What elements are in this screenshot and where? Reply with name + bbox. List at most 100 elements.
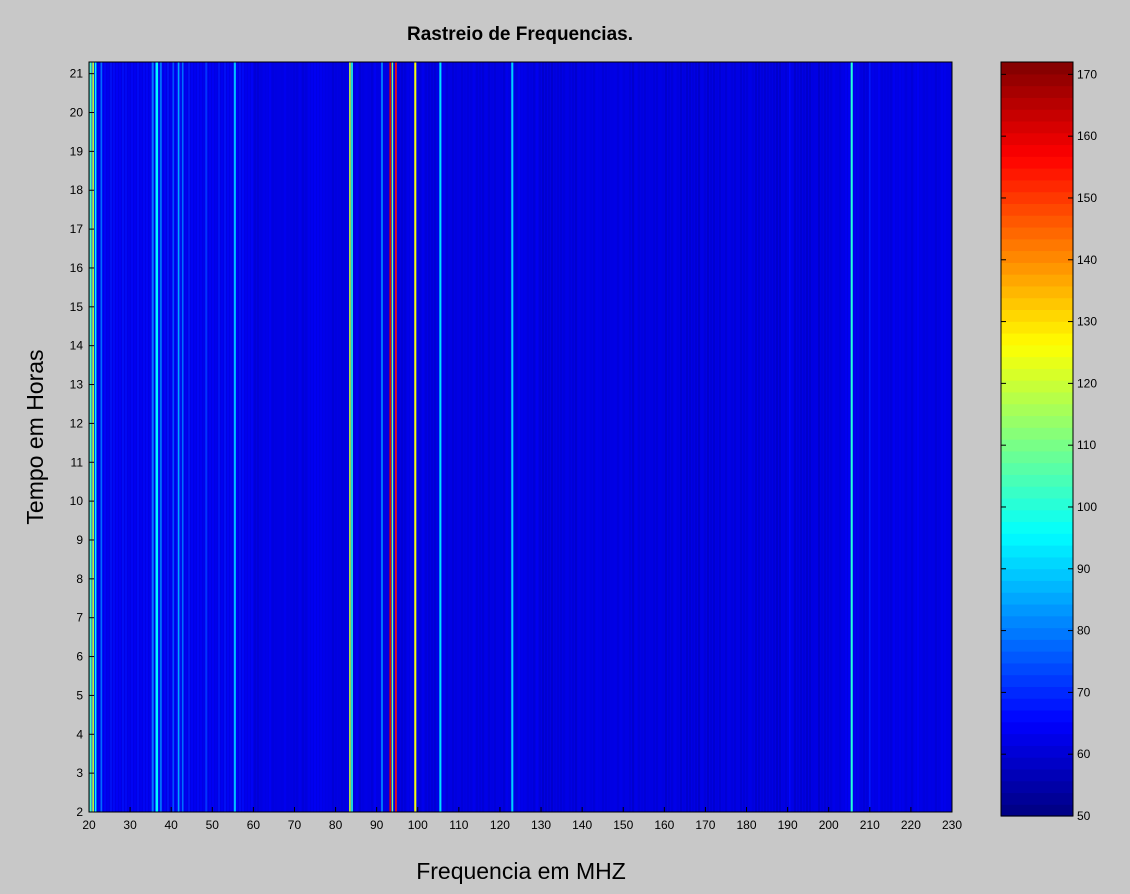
heatmap-texture-column bbox=[884, 62, 886, 812]
heatmap-texture-column bbox=[116, 62, 118, 812]
y-tick-label: 5 bbox=[76, 688, 83, 702]
heatmap-texture-column bbox=[836, 62, 838, 812]
colorbar-step bbox=[1001, 474, 1073, 487]
heatmap-texture-column bbox=[404, 62, 406, 812]
heatmap-texture-column bbox=[758, 62, 760, 812]
colorbar-tick-label: 50 bbox=[1077, 809, 1091, 823]
colorbar-step bbox=[1001, 391, 1073, 405]
heatmap-texture-column bbox=[119, 62, 121, 812]
heatmap-texture-column bbox=[194, 62, 196, 812]
colorbar-step bbox=[1001, 603, 1073, 617]
heatmap-texture-column bbox=[551, 62, 553, 812]
heatmap-texture-column bbox=[671, 62, 673, 812]
y-tick-label: 12 bbox=[70, 416, 84, 430]
heatmap-texture-column bbox=[299, 62, 301, 812]
colorbar-step bbox=[1001, 344, 1073, 358]
heatmap-texture-column bbox=[944, 62, 946, 812]
heatmap-texture-column bbox=[146, 62, 148, 812]
colorbar-step bbox=[1001, 674, 1073, 688]
heatmap-texture-column bbox=[581, 62, 583, 812]
heatmap-texture-column bbox=[722, 62, 724, 812]
heatmap-texture-column bbox=[779, 62, 781, 812]
colorbar-step bbox=[1001, 768, 1073, 782]
heatmap-texture-column bbox=[437, 62, 439, 812]
heatmap-texture-column bbox=[893, 62, 895, 812]
heatmap-band bbox=[205, 62, 207, 812]
heatmap-texture-column bbox=[728, 62, 730, 812]
heatmap-texture-column bbox=[524, 62, 526, 812]
heatmap-texture-column bbox=[740, 62, 742, 812]
heatmap-texture-column bbox=[107, 62, 109, 812]
x-tick-label: 30 bbox=[123, 818, 137, 832]
heatmap-texture-column bbox=[479, 62, 481, 812]
heatmap-texture-column bbox=[653, 62, 655, 812]
heatmap-texture-column bbox=[518, 62, 520, 812]
heatmap-texture-column bbox=[677, 62, 679, 812]
heatmap-texture-column bbox=[644, 62, 646, 812]
heatmap-texture-column bbox=[410, 62, 412, 812]
heatmap-plot-area bbox=[88, 61, 953, 813]
heatmap-texture-column bbox=[683, 62, 685, 812]
x-tick-label: 70 bbox=[288, 818, 302, 832]
heatmap-texture-column bbox=[467, 62, 469, 812]
heatmap-texture-column bbox=[950, 62, 952, 812]
heatmap-texture-column bbox=[887, 62, 889, 812]
heatmap-texture-column bbox=[752, 62, 754, 812]
heatmap-texture-column bbox=[284, 62, 286, 812]
colorbar-step bbox=[1001, 368, 1073, 381]
heatmap-texture-column bbox=[434, 62, 436, 812]
heatmap-texture-column bbox=[818, 62, 820, 812]
heatmap-texture-column bbox=[854, 62, 856, 812]
heatmap-texture-column bbox=[569, 62, 571, 812]
heatmap-texture-column bbox=[128, 62, 130, 812]
heatmap-texture-column bbox=[827, 62, 829, 812]
heatmap-texture-column bbox=[260, 62, 262, 812]
colorbar-step bbox=[1001, 274, 1073, 287]
heatmap-texture-column bbox=[245, 62, 247, 812]
heatmap-texture-column bbox=[500, 62, 502, 812]
heatmap-texture-column bbox=[674, 62, 676, 812]
heatmap-texture-column bbox=[383, 62, 385, 812]
heatmap-texture-column bbox=[860, 62, 862, 812]
heatmap-texture-column bbox=[461, 62, 463, 812]
heatmap-texture-column bbox=[635, 62, 637, 812]
heatmap-texture-column bbox=[794, 62, 796, 812]
heatmap-background bbox=[89, 62, 952, 812]
heatmap-texture-column bbox=[293, 62, 295, 812]
x-tick-label: 150 bbox=[613, 818, 633, 832]
colorbar-step bbox=[1001, 85, 1073, 98]
heatmap-texture-column bbox=[743, 62, 745, 812]
heatmap-texture-column bbox=[716, 62, 718, 812]
heatmap-band bbox=[381, 62, 383, 812]
colorbar-step bbox=[1001, 179, 1073, 193]
heatmap-texture-column bbox=[833, 62, 835, 812]
heatmap-texture-column bbox=[545, 62, 547, 812]
x-tick-label: 20 bbox=[82, 818, 96, 832]
heatmap-texture-column bbox=[632, 62, 634, 812]
heatmap-texture-column bbox=[725, 62, 727, 812]
heatmap-texture-column bbox=[530, 62, 532, 812]
colorbar-tick-label: 60 bbox=[1077, 747, 1091, 761]
heatmap-band bbox=[395, 62, 397, 812]
heatmap-texture-column bbox=[647, 62, 649, 812]
heatmap-texture-column bbox=[161, 62, 163, 812]
heatmap-texture-column bbox=[698, 62, 700, 812]
heatmap-texture-column bbox=[176, 62, 178, 812]
x-tick-label: 190 bbox=[778, 818, 798, 832]
heatmap-texture-column bbox=[686, 62, 688, 812]
heatmap-texture-column bbox=[785, 62, 787, 812]
colorbar-step bbox=[1001, 97, 1073, 110]
heatmap-texture-column bbox=[365, 62, 367, 812]
heatmap-texture-column bbox=[350, 62, 352, 812]
heatmap-texture-column bbox=[941, 62, 943, 812]
heatmap-texture-column bbox=[110, 62, 112, 812]
colorbar-step bbox=[1001, 109, 1073, 122]
heatmap-texture-column bbox=[662, 62, 664, 812]
heatmap-texture-column bbox=[332, 62, 334, 812]
heatmap-texture-column bbox=[443, 62, 445, 812]
heatmap-texture-column bbox=[881, 62, 883, 812]
heatmap-texture-column bbox=[158, 62, 160, 812]
heatmap-texture-column bbox=[800, 62, 802, 812]
x-tick-label: 50 bbox=[206, 818, 220, 832]
heatmap-texture-column bbox=[248, 62, 250, 812]
